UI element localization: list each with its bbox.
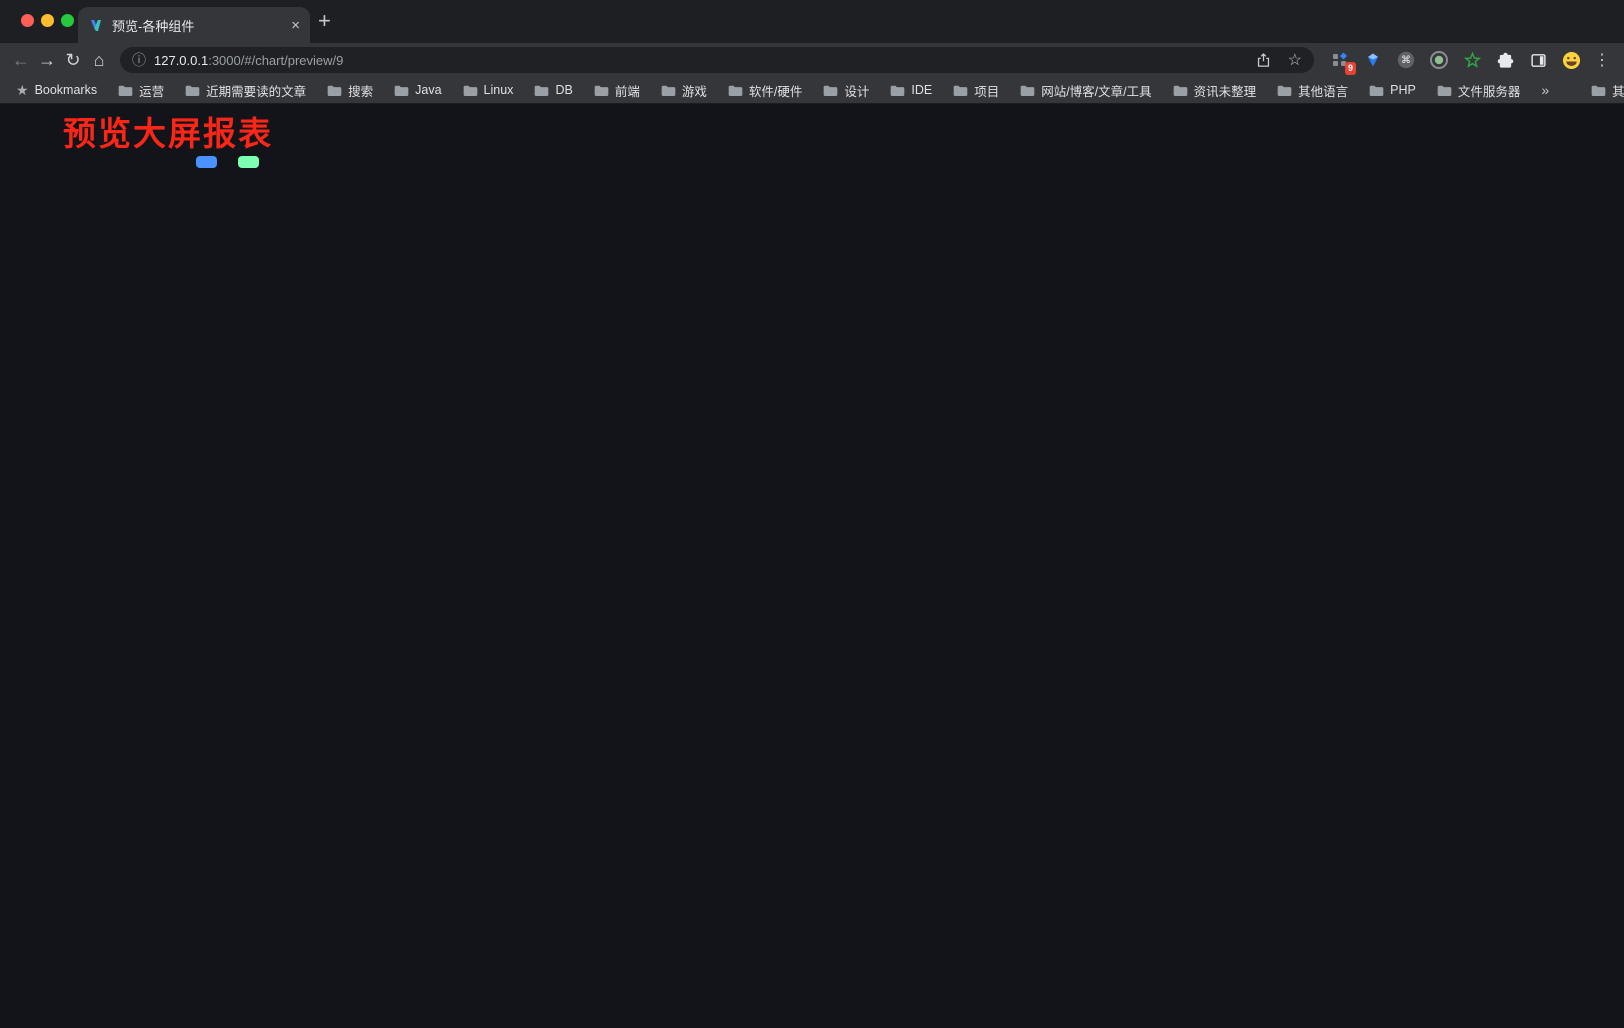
bookmark-folder[interactable]: 资讯未整理 <box>1173 81 1256 100</box>
bookmark-folder[interactable]: 游戏 <box>661 81 707 100</box>
bookmark-folder[interactable]: 项目 <box>953 81 999 100</box>
bookmark-star-icon[interactable]: ☆ <box>1287 52 1302 69</box>
emoji-extension-icon[interactable] <box>1561 50 1581 70</box>
forward-icon[interactable]: → <box>38 49 56 70</box>
extension-badge: 9 <box>1344 62 1356 75</box>
folder-icon <box>1277 85 1292 96</box>
bookmark-folder[interactable]: 文件服务器 <box>1437 81 1520 100</box>
browser-tab[interactable]: 预览-各种组件 × <box>78 7 310 43</box>
tab-strip: 预览-各种组件 × + <box>0 0 1624 43</box>
chart-legend <box>40 156 420 168</box>
side-panel-icon[interactable] <box>1528 50 1548 70</box>
url-text: 127.0.0.1:3000/#/chart/preview/9 <box>154 52 344 68</box>
bookmark-folder[interactable]: PHP <box>1369 81 1416 100</box>
star-icon: ★ <box>16 81 29 98</box>
dashboard-page: 预览大屏报表 <box>0 104 1624 1028</box>
reload-icon[interactable]: ↻ <box>65 49 81 70</box>
folder-icon <box>824 85 838 96</box>
tab-title: 预览-各种组件 <box>112 18 195 34</box>
extension-grid-icon[interactable]: 9 <box>1330 50 1356 75</box>
folder-icon <box>1173 85 1187 96</box>
folder-icon <box>185 85 200 96</box>
gem-extension-icon[interactable] <box>1363 50 1383 70</box>
close-window-button[interactable] <box>21 14 34 27</box>
legend-marker <box>195 156 217 168</box>
legend-marker <box>237 156 259 168</box>
share-icon[interactable] <box>1255 52 1272 69</box>
bookmark-folder[interactable]: Java <box>394 81 442 100</box>
other-bookmarks-folder[interactable]: 其他书签 <box>1591 81 1624 100</box>
bookmark-folder[interactable]: 其他语言 <box>1277 81 1348 100</box>
legend-item-undefined[interactable] <box>195 156 223 168</box>
puzzle-extensions-icon[interactable] <box>1495 50 1515 70</box>
zoom-window-button[interactable] <box>61 14 74 27</box>
url-bar[interactable]: ⓘ 127.0.0.1:3000/#/chart/preview/9 ☆ <box>120 47 1314 73</box>
folder-icon <box>1591 85 1606 96</box>
tab-close-icon[interactable]: × <box>291 16 300 34</box>
folder-icon <box>118 85 133 96</box>
bookmark-folder[interactable]: DB <box>534 81 573 100</box>
bookmark-folder[interactable]: Linux <box>463 81 513 100</box>
record-extension-icon[interactable] <box>1429 50 1449 70</box>
folder-icon <box>1020 85 1035 96</box>
folder-icon <box>463 85 477 96</box>
page-title: 预览大屏报表 <box>63 115 273 152</box>
browser-toolbar: ← → ↻ ⌂ ⓘ 127.0.0.1:3000/#/chart/preview… <box>0 43 1624 77</box>
bookmark-folder-list: 运营 近期需要读的文章 搜索 Java Linux DB 前端 游戏 软件/硬件 设计 IDE 项目 网… <box>118 81 1520 100</box>
green-star-extension-icon[interactable] <box>1462 50 1482 70</box>
bookmark-folder[interactable]: 搜索 <box>327 81 373 100</box>
bookmarks-bar: ★ Bookmarks 运营 近期需要读的文章 搜索 Java Linux DB 前端 游戏 软… <box>0 77 1624 104</box>
new-tab-button[interactable]: + <box>318 8 331 33</box>
folder-icon <box>394 85 409 96</box>
folder-icon <box>953 85 968 96</box>
bookmark-folder[interactable]: IDE <box>890 81 932 100</box>
folder-icon <box>728 85 743 96</box>
back-icon[interactable]: ← <box>12 49 30 70</box>
bookmark-folder[interactable]: 前端 <box>594 81 640 100</box>
browser-menu-icon[interactable]: ⋮ <box>1594 52 1610 69</box>
folder-icon <box>327 85 342 96</box>
folder-icon <box>594 85 609 96</box>
site-info-icon[interactable]: ⓘ <box>132 52 146 68</box>
folder-icon <box>535 85 549 96</box>
bookmark-folder[interactable]: 网站/博客/文章/工具 <box>1020 81 1152 100</box>
bookmarks-overflow-chevron[interactable]: » <box>1541 82 1550 98</box>
bookmark-folder[interactable]: 设计 <box>823 81 869 100</box>
folder-icon <box>891 85 905 96</box>
minimize-window-button[interactable] <box>41 14 54 27</box>
legend-item-undefined[interactable] <box>237 156 265 168</box>
home-icon[interactable]: ⌂ <box>93 49 105 70</box>
extensions-bar: 9 ⌘ <box>1322 50 1616 75</box>
bookmarks-manager[interactable]: ★ Bookmarks <box>16 81 98 98</box>
grouped-bar-chart <box>40 148 420 370</box>
bookmark-folder[interactable]: 软件/硬件 <box>728 81 802 100</box>
bookmark-folder[interactable]: 近期需要读的文章 <box>185 81 306 100</box>
tab-favicon <box>91 20 101 31</box>
folder-icon <box>661 85 676 96</box>
folder-icon <box>1369 85 1384 96</box>
command-extension-icon[interactable]: ⌘ <box>1396 50 1416 70</box>
bookmark-folder[interactable]: 运营 <box>118 81 164 100</box>
folder-icon <box>1437 85 1452 96</box>
window-controls <box>21 14 74 27</box>
